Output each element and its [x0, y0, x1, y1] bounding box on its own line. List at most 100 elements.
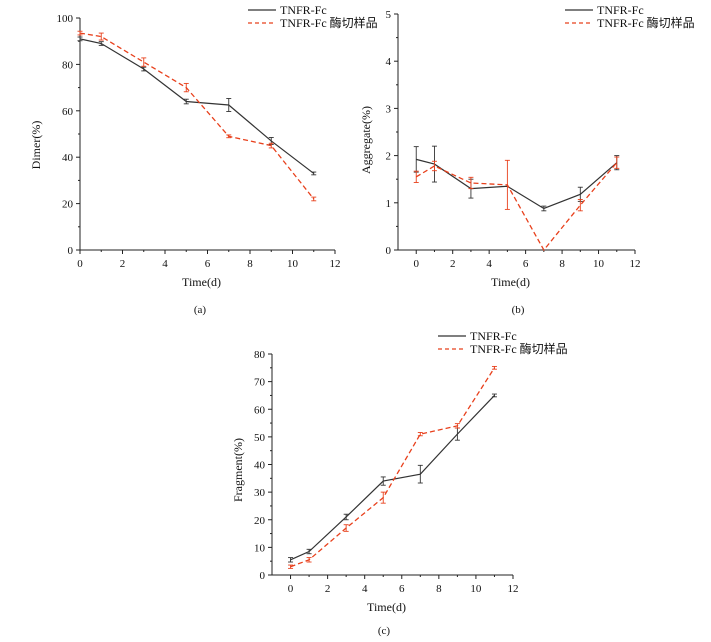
x-tick-label: 0 — [413, 258, 419, 270]
series-line-tnfr-fc — [79, 38, 315, 174]
x-tick-label: 12 — [630, 258, 641, 270]
legend-label: TNFR-Fc 酶切样品 — [470, 341, 568, 356]
error-bar — [288, 557, 294, 563]
error-bar — [417, 464, 423, 484]
series-line-tnfr-fc — [290, 395, 495, 561]
y-tick-label: 0 — [260, 570, 266, 582]
x-tick-label: 8 — [247, 258, 253, 270]
x-tick-label: 12 — [330, 258, 341, 270]
error-bar — [454, 427, 460, 441]
error-bar — [417, 432, 423, 437]
error-bar — [77, 30, 83, 36]
y-tick-label: 40 — [62, 152, 74, 164]
error-bar — [226, 134, 232, 139]
x-tick-label: 8 — [436, 583, 442, 595]
series-line-tnfr-fc-digested — [290, 367, 496, 568]
legend-label: TNFR-Fc 酶切样品 — [280, 15, 378, 30]
y-axis-label: Dimer(%) — [29, 121, 43, 170]
error-bar — [311, 171, 317, 176]
x-tick-label: 4 — [362, 583, 368, 595]
error-bar — [77, 36, 83, 42]
error-bar — [311, 196, 317, 202]
x-tick-label: 10 — [593, 258, 605, 270]
legend-label: TNFR-Fc — [597, 3, 644, 17]
error-bar — [183, 98, 189, 105]
series-line-tnfr-fc-digested — [415, 162, 618, 252]
error-bar — [183, 82, 189, 93]
error-bar — [468, 176, 474, 190]
y-tick-label: 5 — [386, 9, 392, 21]
error-bar — [413, 170, 419, 183]
x-axis-label: Time(d) — [367, 600, 406, 614]
error-bar — [380, 476, 386, 486]
x-tick-label: 12 — [508, 583, 519, 595]
y-tick-label: 4 — [386, 56, 392, 68]
x-tick-label: 10 — [470, 583, 482, 595]
x-tick-label: 4 — [162, 258, 168, 270]
x-tick-label: 8 — [559, 258, 565, 270]
y-axis-label: Fragment(%) — [231, 438, 245, 502]
y-tick-label: 60 — [254, 404, 266, 416]
panel-caption: (c) — [378, 625, 391, 637]
legend-label: TNFR-Fc — [470, 329, 517, 343]
y-tick-label: 3 — [386, 103, 392, 115]
x-axis-label: Time(d) — [182, 275, 221, 289]
x-tick-label: 2 — [450, 258, 456, 270]
y-tick-label: 40 — [254, 460, 266, 472]
error-bar — [491, 365, 497, 370]
error-bar — [380, 491, 386, 504]
error-bar — [268, 142, 274, 149]
error-bar — [491, 393, 497, 398]
y-tick-label: 0 — [68, 245, 74, 257]
y-tick-label: 30 — [254, 487, 266, 499]
error-bar — [541, 205, 547, 212]
error-bar — [577, 199, 583, 212]
y-tick-label: 2 — [386, 151, 392, 163]
y-tick-label: 70 — [254, 377, 266, 389]
chart-panel-c: 0 2 4 6 8 10 12 0 10 20 30 40 50 60 70 80 Time(d) Fragmen… — [231, 329, 568, 637]
error-bar — [614, 156, 620, 169]
y-tick-label: 60 — [62, 106, 74, 118]
y-tick-label: 50 — [254, 432, 266, 444]
error-bar — [141, 66, 147, 72]
y-tick-label: 100 — [57, 13, 74, 25]
y-tick-label: 80 — [254, 349, 266, 361]
y-tick-label: 20 — [62, 199, 74, 211]
x-tick-label: 6 — [399, 583, 405, 595]
chart-panel-b: 0 2 4 6 8 10 12012345Time(d)Aggregate(%)(b)TNF… — [359, 3, 695, 316]
y-tick-label: 1 — [386, 198, 392, 210]
x-tick-label: 6 — [205, 258, 211, 270]
legend-label: TNFR-Fc 酶切样品 — [597, 15, 695, 30]
x-tick-label: 2 — [325, 583, 331, 595]
error-bar — [306, 548, 312, 555]
y-tick-label: 80 — [62, 59, 74, 71]
x-tick-label: 0 — [288, 583, 294, 595]
error-bar — [431, 160, 437, 172]
y-tick-label: 0 — [386, 245, 392, 257]
error-bar — [343, 513, 349, 521]
error-bar — [343, 524, 349, 532]
x-tick-label: 10 — [287, 258, 299, 270]
error-bar — [454, 423, 460, 429]
x-tick-label: 6 — [523, 258, 529, 270]
error-bar — [98, 41, 104, 46]
chart-panel-a: 0 2 4 6 8 10 12 0 20 40 60 80 100 Time(d) Dimer(%) (a) T… — [29, 3, 378, 316]
panel-caption: (b) — [512, 304, 525, 316]
y-tick-label: 20 — [254, 515, 266, 527]
series-line-tnfr-fc-digested — [79, 32, 315, 200]
error-bar — [226, 98, 232, 112]
x-tick-label: 2 — [120, 258, 126, 270]
error-bar — [306, 557, 312, 563]
x-tick-label: 4 — [486, 258, 492, 270]
y-tick-label: 10 — [254, 542, 266, 554]
error-bar — [98, 32, 104, 41]
error-bar — [504, 159, 510, 210]
error-bar — [288, 564, 294, 569]
error-bar — [141, 57, 147, 67]
legend-label: TNFR-Fc — [280, 3, 327, 17]
y-axis-label: Aggregate(%) — [359, 106, 373, 174]
